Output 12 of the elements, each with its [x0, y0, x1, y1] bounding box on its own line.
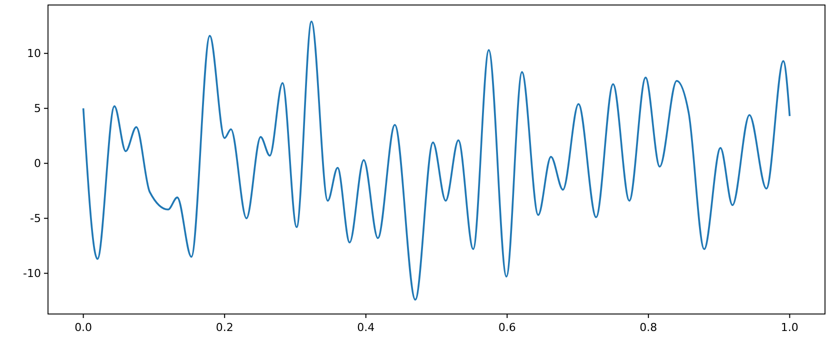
x-tick-label: 0.0 [74, 321, 92, 334]
x-tick-label: 0.8 [640, 321, 658, 334]
x-tick-label: 0.6 [498, 321, 516, 334]
x-tick-label: 1.0 [780, 321, 798, 334]
y-tick-label: -5 [30, 212, 41, 226]
x-tick-label: 0.4 [357, 321, 375, 334]
x-tick-label: 0.2 [216, 321, 234, 334]
y-tick-label: 5 [34, 102, 41, 116]
y-tick-label: 10 [27, 47, 41, 60]
y-tick-label: 0 [34, 157, 41, 170]
line-series [82, 20, 791, 301]
y-tick-label: -10 [23, 267, 41, 280]
